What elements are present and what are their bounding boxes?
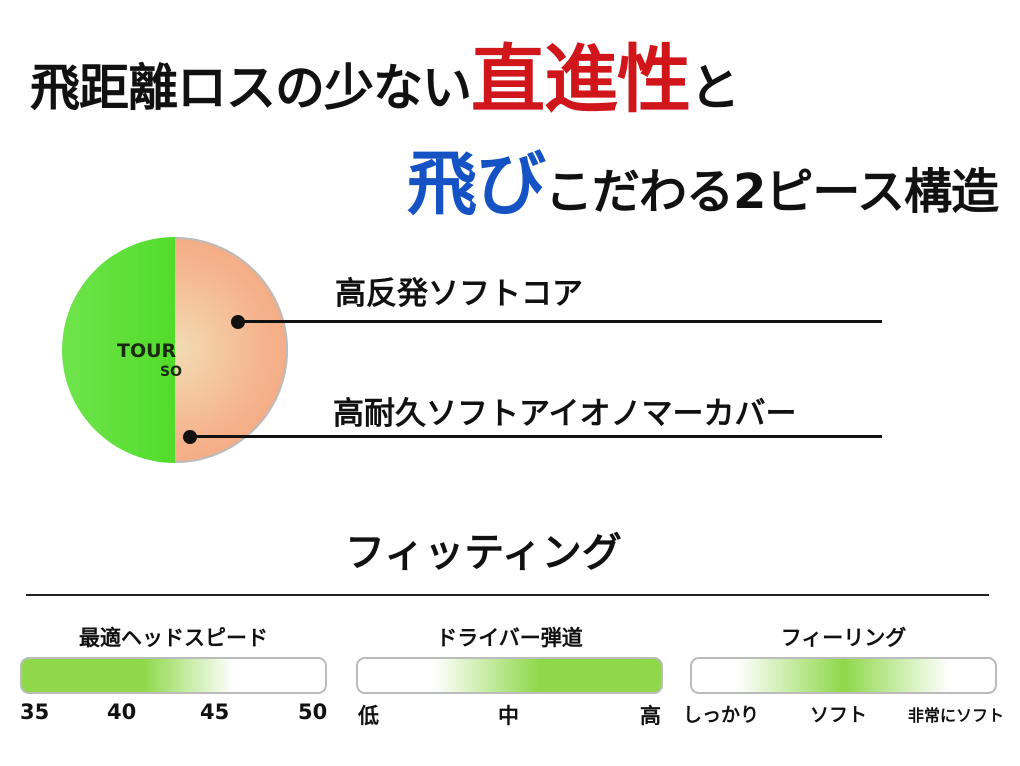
scale-title-head-speed: 最適ヘッドスピード — [79, 626, 268, 650]
headline-highlight-red: 直進性 — [471, 37, 691, 123]
tick-label: 45 — [200, 700, 230, 724]
callout-line-core — [240, 320, 882, 323]
scale-title-trajectory: ドライバー弾道 — [436, 626, 583, 650]
scale-bar-trajectory — [356, 657, 663, 694]
scale-title-feeling: フィーリング — [780, 626, 907, 650]
headline-line2: 飛びこだわる2ピース構造 — [407, 128, 999, 229]
tick-label: 高 — [640, 704, 661, 728]
callout-dot-core — [231, 315, 245, 329]
headline-text: と — [690, 59, 740, 117]
tick-label: 非常にソフト — [908, 706, 1005, 725]
tick-label: しっかり — [683, 704, 760, 726]
tick-label: 35 — [20, 700, 50, 724]
headline-line1: 飛距離ロスの少ない直進性と — [30, 20, 740, 127]
callout-label-cover: 高耐久ソフトアイオノマーカバー — [333, 396, 797, 432]
tick-label: 40 — [107, 700, 137, 724]
tick-label: 低 — [358, 704, 379, 728]
scale-bar-feeling — [690, 657, 997, 694]
tick-label: 中 — [498, 704, 519, 728]
fitting-divider — [26, 594, 989, 596]
ball-logo-text: TOUR — [117, 340, 177, 362]
callout-line-cover — [190, 435, 882, 438]
ball-cover-half — [62, 237, 175, 463]
callout-label-core: 高反発ソフトコア — [335, 276, 583, 312]
fitting-title: フィッティング — [345, 530, 622, 576]
scale-bar-head-speed — [20, 657, 327, 694]
headline-text: 飛距離ロスの少ない — [30, 59, 472, 117]
headline-highlight-blue: 飛び — [407, 143, 546, 225]
tick-label: ソフト — [810, 704, 868, 726]
tick-label: 50 — [298, 700, 328, 724]
headline-text: こだわる2ピース構造 — [545, 164, 999, 220]
